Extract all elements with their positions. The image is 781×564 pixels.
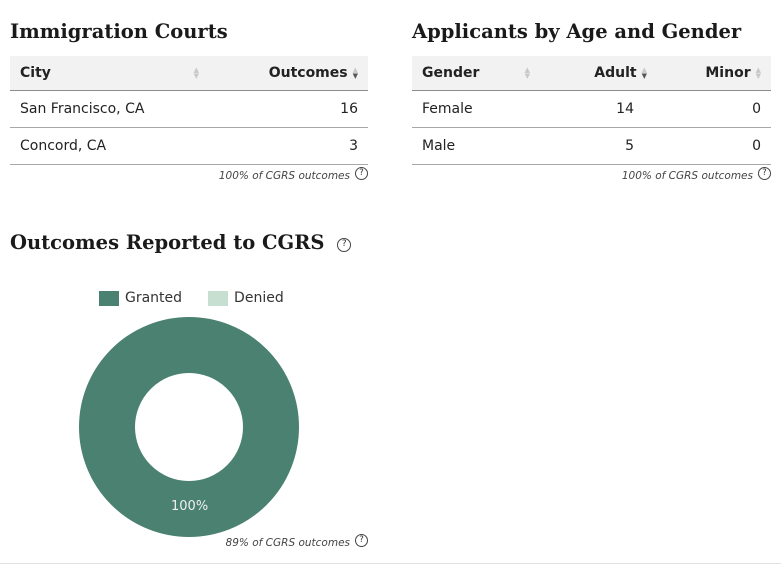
courts-header-row: City ▲ ▼ Outcomes ▲ ▼ xyxy=(10,56,368,91)
legend-swatch-denied xyxy=(208,290,229,306)
city-cell: San Francisco, CA xyxy=(20,101,145,117)
city-cell: Concord, CA xyxy=(20,138,107,154)
legend-swatch-granted xyxy=(99,290,119,306)
donut-slice-granted[interactable] xyxy=(79,317,299,537)
help-icon[interactable]: ? xyxy=(355,167,368,180)
legend-item-granted[interactable]: Granted xyxy=(99,290,182,306)
sort-desc-icon: ▲ ▼ xyxy=(352,66,358,80)
outcomes-title: Outcomes Reported to CGRS ? xyxy=(10,231,352,254)
table-row: Male 5 0 xyxy=(412,128,771,165)
outcomes-cell: 3 xyxy=(349,138,358,154)
applicants-footnote: 100% of CGRS outcomes ? xyxy=(412,167,771,182)
applicants-footnote-text: 100% of CGRS outcomes xyxy=(621,169,753,182)
help-icon[interactable]: ? xyxy=(355,534,368,547)
chart-legend: Granted Denied xyxy=(99,290,284,306)
legend-label-granted: Granted xyxy=(125,290,183,306)
courts-title: Immigration Courts xyxy=(10,20,228,43)
help-icon[interactable]: ? xyxy=(337,237,352,252)
outcomes-donut-chart xyxy=(79,317,299,537)
legend-item-denied[interactable]: Denied xyxy=(208,290,284,306)
minor-cell: 0 xyxy=(752,138,761,154)
applicants-title: Applicants by Age and Gender xyxy=(412,20,742,43)
outcomes-header-label: Outcomes xyxy=(268,65,348,81)
legend-label-denied: Denied xyxy=(234,290,284,306)
sort-icon: ▲ ▼ xyxy=(524,66,530,80)
sort-icon: ▲ ▼ xyxy=(755,66,761,80)
adult-cell: 14 xyxy=(616,101,634,117)
slice-label-granted: 100% xyxy=(171,499,209,514)
applicants-table: Gender ▲ ▼ Adult ▲ ▼ Minor ▲ ▼ Female 14 0 … xyxy=(412,56,771,182)
gender-cell: Male xyxy=(422,138,456,154)
courts-footnote: 100% of CGRS outcomes ? xyxy=(10,167,368,182)
adult-header-label: Adult xyxy=(594,65,637,81)
gender-cell: Female xyxy=(422,101,473,117)
outcomes-title-text: Outcomes Reported to CGRS xyxy=(10,231,325,254)
sort-icon: ▲ ▼ xyxy=(193,66,199,80)
help-icon[interactable]: ? xyxy=(758,167,771,180)
courts-footnote-text: 100% of CGRS outcomes xyxy=(218,169,350,182)
minor-cell: 0 xyxy=(752,101,761,117)
adult-column-header[interactable]: Adult ▲ ▼ xyxy=(540,65,657,81)
table-row: San Francisco, CA 16 xyxy=(10,91,368,128)
adult-cell: 5 xyxy=(625,138,634,154)
outcomes-footnote: 89% of CGRS outcomes ? xyxy=(10,534,368,549)
minor-header-label: Minor xyxy=(705,65,751,81)
gender-header-label: Gender xyxy=(422,65,480,81)
city-header-label: City xyxy=(20,65,51,81)
applicants-header-row: Gender ▲ ▼ Adult ▲ ▼ Minor ▲ ▼ xyxy=(412,56,771,91)
outcomes-footnote-text: 89% of CGRS outcomes xyxy=(225,536,350,549)
city-column-header[interactable]: City ▲ ▼ xyxy=(10,65,209,81)
outcomes-cell: 16 xyxy=(340,101,358,117)
table-row: Female 14 0 xyxy=(412,91,771,128)
courts-table: City ▲ ▼ Outcomes ▲ ▼ San Francisco, CA 16… xyxy=(10,56,368,182)
minor-column-header[interactable]: Minor ▲ ▼ xyxy=(657,65,771,81)
sort-desc-icon: ▲ ▼ xyxy=(641,66,647,80)
gender-column-header[interactable]: Gender ▲ ▼ xyxy=(412,65,540,81)
outcomes-column-header[interactable]: Outcomes ▲ ▼ xyxy=(209,65,368,81)
table-row: Concord, CA 3 xyxy=(10,128,368,165)
